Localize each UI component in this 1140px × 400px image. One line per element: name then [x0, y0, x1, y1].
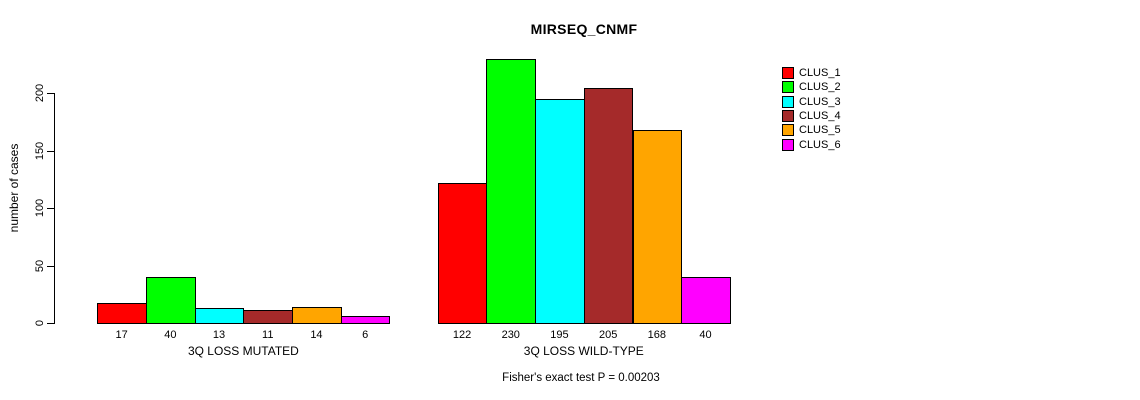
y-tick-label: 150 [34, 141, 46, 160]
bar-clus_4 [243, 310, 294, 324]
bar-value-label: 11 [262, 329, 274, 341]
legend-item-clus_5: CLUS_5 [782, 123, 841, 137]
y-tick [47, 150, 54, 152]
bar-clus_1 [97, 303, 147, 324]
legend-swatch-clus_2 [782, 81, 794, 94]
bar-value-label: 122 [452, 329, 472, 341]
bar-clus_2 [146, 277, 196, 324]
y-tick-label: 100 [34, 199, 46, 218]
bar-clus_5 [292, 306, 342, 324]
y-tick-label: 50 [34, 259, 46, 272]
x-group-label: 3Q LOSS WILD-TYPE [523, 344, 644, 358]
bar-clus_6 [681, 277, 731, 324]
bar-clus_4 [583, 87, 634, 324]
legend-label: CLUS_5 [799, 124, 841, 137]
chart-title: MIRSEQ_CNMF [530, 21, 638, 37]
y-tick [47, 93, 54, 95]
legend-label: CLUS_6 [799, 138, 841, 151]
y-tick [47, 265, 54, 267]
x-group-label: 3Q LOSS MUTATED [187, 344, 299, 358]
legend-label: CLUS_3 [799, 95, 841, 108]
bar-value-label: 168 [647, 329, 667, 341]
bar-clus_3 [194, 308, 245, 324]
y-tick [47, 208, 54, 210]
legend-label: CLUS_4 [799, 109, 841, 122]
legend-item-clus_6: CLUS_6 [782, 138, 841, 152]
bar-value-label: 195 [550, 329, 569, 341]
bar-value-label: 17 [115, 329, 128, 341]
legend-swatch-clus_4 [782, 109, 794, 122]
bar-value-label: 14 [310, 329, 323, 341]
legend-item-clus_3: CLUS_3 [782, 95, 841, 109]
legend-swatch-clus_3 [782, 95, 794, 108]
legend-label: CLUS_2 [799, 81, 841, 94]
legend-swatch-clus_1 [782, 67, 794, 79]
bar-clus_5 [632, 130, 683, 324]
bar-clus_2 [486, 58, 537, 324]
legend-item-clus_4: CLUS_4 [782, 109, 841, 123]
y-tick-label: 0 [34, 319, 46, 327]
y-tick [47, 323, 54, 324]
legend-swatch-clus_6 [782, 138, 794, 151]
y-axis-line [54, 93, 55, 324]
y-axis-label: number of cases [7, 143, 21, 233]
bar-value-label: 40 [164, 329, 177, 341]
legend-item-clus_2: CLUS_2 [782, 80, 841, 94]
bar-clus_3 [535, 99, 585, 324]
legend-item-clus_1: CLUS_1 [782, 66, 841, 80]
fisher-annotation: Fisher's exact test P = 0.00203 [502, 372, 660, 384]
bar-clus_1 [437, 182, 488, 324]
bar-clus_6 [340, 316, 391, 324]
bar-value-label: 40 [699, 329, 712, 341]
y-tick-label: 200 [34, 84, 46, 103]
legend-swatch-clus_5 [782, 124, 794, 137]
bar-value-label: 6 [362, 329, 369, 341]
bar-value-label: 205 [598, 329, 618, 341]
bar-value-label: 13 [212, 329, 226, 341]
bar-value-label: 230 [501, 329, 520, 341]
legend-label: CLUS_1 [799, 67, 841, 79]
